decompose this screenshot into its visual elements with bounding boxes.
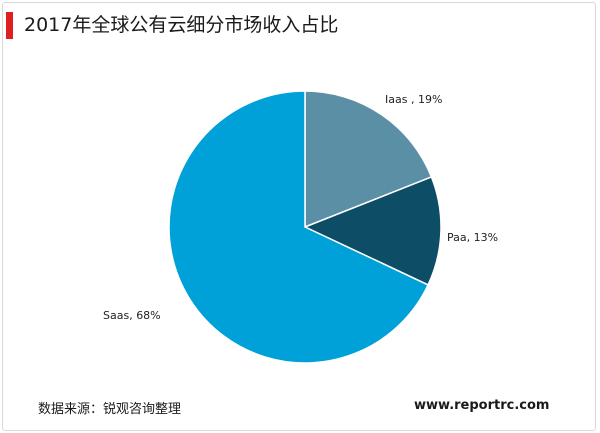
title-accent-bar <box>6 12 13 39</box>
chart-title: 2017年全球公有云细分市场收入占比 <box>24 14 339 36</box>
slice-label-saas: Saas, 68% <box>103 309 161 322</box>
data-source-note: 数据来源：锐观咨询整理 <box>38 402 182 417</box>
slice-label-paa: Paa, 13% <box>447 231 498 244</box>
pie-slice-iaas <box>304 90 433 229</box>
pie-slice-saas <box>168 90 430 364</box>
slice-label-iaas: Iaas , 19% <box>385 93 442 106</box>
pie-slice-paa <box>303 175 442 286</box>
website-url: www.reportrc.com <box>414 398 550 413</box>
